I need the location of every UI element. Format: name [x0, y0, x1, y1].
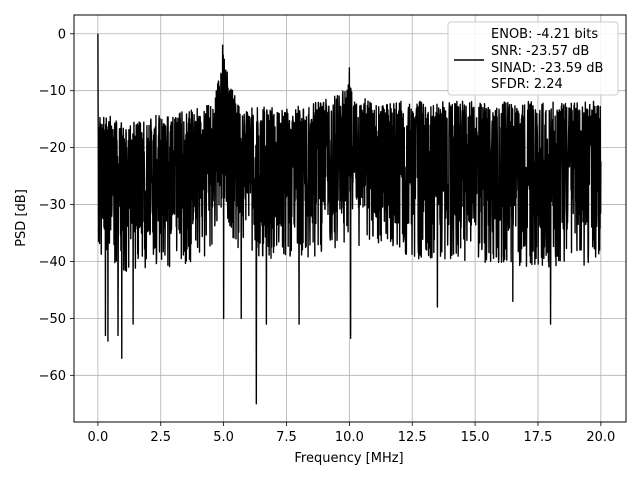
y-tick-label: −40	[39, 255, 66, 270]
x-tick-label: 17.5	[524, 430, 553, 445]
plot-frame	[73, 14, 627, 423]
x-tick-label: 12.5	[398, 430, 427, 445]
y-axis-label: PSD [dB]	[14, 189, 29, 247]
y-tick-label: −30	[39, 198, 66, 213]
legend: ENOB: -4.21 bits SNR: -23.57 dB SINAD: -…	[447, 21, 619, 96]
legend-sinad: SINAD: -23.59 dB	[491, 61, 603, 76]
y-tick-label: 0	[58, 27, 66, 42]
y-tick-label: −10	[39, 84, 66, 99]
x-tick-label: 5.0	[213, 430, 234, 445]
legend-snr: SNR: -23.57 dB	[491, 44, 589, 59]
x-axis-label: Frequency [MHz]	[294, 451, 403, 466]
y-axis-ticks: 0 −10 −20 −30 −40 −50 −60	[39, 27, 74, 384]
x-axis-ticks: 0.0 2.5 5.0 7.5 10.0 12.5 15.0 17.5 20.0	[88, 422, 615, 445]
y-tick-label: −60	[39, 369, 66, 384]
x-tick-label: 15.0	[461, 430, 490, 445]
y-tick-label: −20	[39, 141, 66, 156]
psd-trace-group	[97, 33, 602, 405]
x-tick-label: 20.0	[586, 430, 615, 445]
legend-box	[447, 21, 619, 96]
legend-sfdr: SFDR: 2.24	[491, 77, 563, 92]
psd-trace	[97, 33, 602, 405]
y-tick-label: −50	[39, 312, 66, 327]
x-tick-label: 10.0	[335, 430, 364, 445]
legend-enob: ENOB: -4.21 bits	[491, 27, 598, 42]
x-tick-label: 7.5	[276, 430, 297, 445]
x-tick-label: 2.5	[150, 430, 171, 445]
x-tick-label: 0.0	[88, 430, 109, 445]
